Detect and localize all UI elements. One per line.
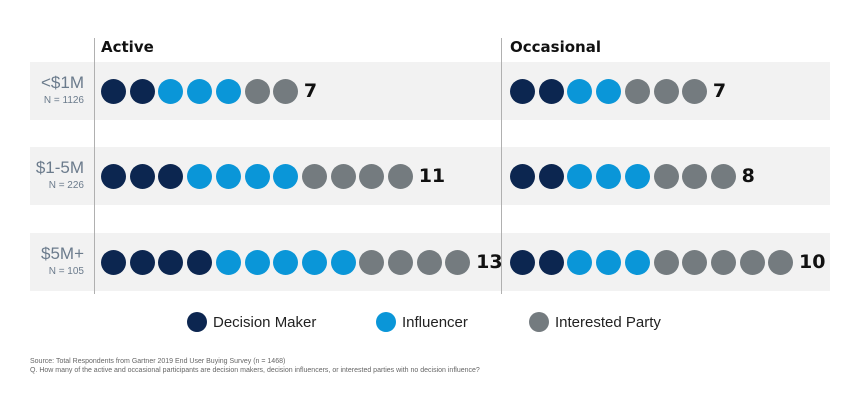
dot-decision-maker — [129, 163, 155, 189]
dot-interested-party — [273, 78, 299, 104]
dot-interested-party — [445, 249, 471, 275]
row-tier-label: $5M+ — [41, 244, 84, 263]
dot-influencer — [215, 78, 241, 104]
dot-influencer — [567, 163, 593, 189]
dot-decision-maker — [101, 163, 126, 189]
dot-interested-party — [768, 249, 794, 275]
occasional-column-header: Occasional — [510, 38, 601, 56]
dot-influencer — [215, 163, 241, 189]
dot-influencer — [273, 163, 299, 189]
legend-label-influencer: Influencer — [402, 314, 468, 331]
dot-interested-party — [653, 249, 679, 275]
row-total-label: 7 — [712, 79, 727, 102]
dot-interested-party — [710, 249, 736, 275]
dot-interested-party — [388, 163, 413, 189]
row-total-label: 10 — [799, 250, 826, 273]
active-column-header: Active — [101, 38, 154, 56]
dot-interested-party — [624, 78, 650, 104]
dot-interested-party — [301, 163, 327, 189]
dot-interested-party — [653, 163, 679, 189]
active-column-divider — [94, 38, 95, 294]
dot-influencer — [624, 249, 650, 275]
dot-interested-party — [739, 249, 765, 275]
dot-interested-party — [710, 163, 736, 189]
dot-interested-party — [682, 163, 708, 189]
legend-swatch-decision-maker — [187, 312, 207, 332]
row-label-2: $1-5M N = 226 — [30, 158, 84, 193]
dot-decision-maker — [510, 163, 535, 189]
row-sample-size: N = 1126 — [43, 95, 84, 106]
dot-influencer — [330, 249, 356, 275]
dot-interested-party — [682, 78, 708, 104]
dot-interested-party — [682, 249, 708, 275]
dot-interested-party — [359, 249, 385, 275]
dot-influencer — [596, 249, 622, 275]
dot-influencer — [596, 78, 622, 104]
dot-decision-maker — [101, 249, 126, 275]
footnote-source: Source: Total Respondents from Gartner 2… — [30, 358, 286, 365]
row-sample-size: N = 105 — [48, 266, 84, 277]
dot-decision-maker — [129, 249, 155, 275]
footnote-question: Q. How many of the active and occasional… — [30, 367, 480, 374]
dot-influencer — [624, 163, 650, 189]
row-label-3: $5M+ N = 105 — [30, 244, 84, 279]
dot-decision-maker — [158, 249, 184, 275]
row-total-label: 13 — [476, 250, 503, 273]
row-tier-label: $1-5M — [35, 158, 84, 177]
dot-influencer — [301, 249, 327, 275]
dot-decision-maker — [158, 163, 184, 189]
dot-influencer — [244, 163, 270, 189]
dot-interested-party — [653, 78, 679, 104]
legend-swatch-interested-party — [529, 312, 549, 332]
dot-influencer — [187, 163, 213, 189]
row-total-label: 8 — [741, 164, 755, 187]
row-tier-label: <$1M — [41, 73, 84, 92]
dot-influencer — [187, 78, 213, 104]
dot-influencer — [567, 249, 593, 275]
row-label-1: <$1M N = 1126 — [30, 73, 84, 108]
occasional-column-divider — [501, 38, 502, 294]
row-total-label: 11 — [418, 164, 446, 187]
legend-label-interested-party: Interested Party — [555, 314, 661, 331]
dot-decision-maker — [538, 78, 564, 104]
dot-interested-party — [416, 249, 442, 275]
dot-decision-maker — [187, 249, 213, 275]
dot-interested-party — [359, 163, 385, 189]
dot-interested-party — [244, 78, 270, 104]
dot-decision-maker — [101, 78, 126, 104]
dot-influencer — [596, 163, 622, 189]
dot-interested-party — [330, 163, 356, 189]
row-sample-size: N = 226 — [48, 180, 84, 191]
dot-decision-maker — [510, 78, 535, 104]
row-total-label: 7 — [303, 79, 318, 102]
dot-decision-maker — [538, 163, 564, 189]
dot-influencer — [215, 249, 241, 275]
dot-influencer — [567, 78, 593, 104]
dot-decision-maker — [510, 249, 535, 275]
dot-interested-party — [388, 249, 413, 275]
legend-swatch-influencer — [376, 312, 396, 332]
dot-influencer — [158, 78, 184, 104]
dot-influencer — [273, 249, 299, 275]
dot-influencer — [244, 249, 270, 275]
dot-decision-maker — [129, 78, 155, 104]
legend-label-decision-maker: Decision Maker — [213, 314, 317, 331]
dot-decision-maker — [538, 249, 564, 275]
